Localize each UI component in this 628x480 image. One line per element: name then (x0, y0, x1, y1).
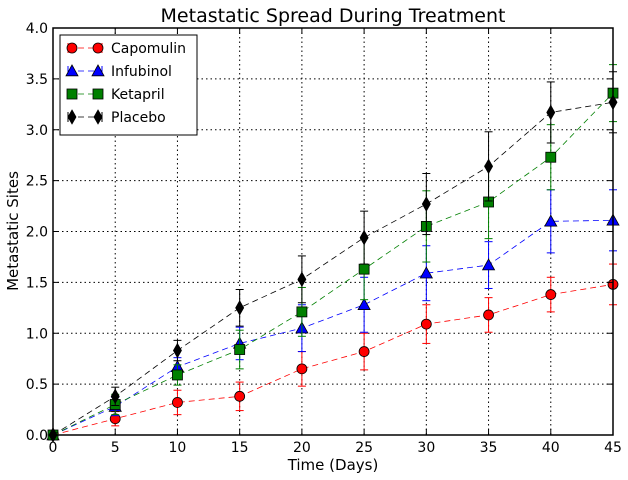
infubinol-series-line (52, 219, 614, 436)
placebo-data-point (235, 300, 245, 316)
placebo-data-point (172, 342, 182, 359)
legend-label: Infubinol (111, 64, 172, 80)
legend-marker (66, 42, 78, 54)
capomulin-data-point (172, 397, 183, 408)
infubinol-data-point (481, 258, 496, 271)
legend-marker (66, 88, 78, 100)
legend-label: Placebo (111, 110, 166, 126)
y-tick-label: 2.0 (26, 225, 48, 241)
y-tick-label: 1.5 (26, 275, 48, 291)
placebo-data-point (297, 271, 307, 288)
x-tick-label: 20 (293, 440, 311, 456)
x-tick-label: 40 (542, 440, 560, 456)
placebo-data-point (110, 388, 120, 405)
chart-title: Metastatic Spread During Treatment (161, 5, 506, 27)
placebo-data-point (546, 104, 556, 121)
legend-marker (67, 109, 77, 125)
legend-marker (93, 109, 103, 125)
x-tick-label: 5 (111, 440, 120, 456)
y-axis-label: Metastatic Sites (4, 171, 22, 291)
infubinol-data-point (357, 297, 371, 310)
x-axis-label: Time (Days) (287, 456, 379, 474)
x-tick-label: 0 (49, 440, 58, 456)
y-tick-label: 3.5 (26, 72, 48, 88)
y-tick-label: 0.0 (26, 428, 48, 444)
ketapril-data-point (545, 151, 557, 163)
infubinol-data-point (419, 266, 434, 279)
ketapril-data-point (296, 306, 308, 318)
legend-item-infubinol: Infubinol (65, 64, 172, 80)
legend-marker (92, 88, 104, 100)
y-tick-label: 0.5 (26, 377, 48, 393)
x-tick-label: 15 (231, 440, 249, 456)
placebo-series (48, 71, 618, 443)
ketapril-data-point (358, 263, 370, 275)
x-tick-label: 35 (480, 440, 498, 456)
ketapril-data-point (234, 344, 246, 355)
legend-label: Ketapril (111, 87, 165, 103)
placebo-data-point (484, 158, 494, 175)
x-tick-label: 10 (169, 440, 187, 456)
capomulin-data-point (545, 289, 557, 300)
legend-marker (91, 64, 105, 77)
legend-marker (65, 64, 79, 77)
legend-marker (92, 42, 104, 54)
x-tick-label: 30 (417, 440, 435, 456)
ketapril-data-point (172, 369, 183, 381)
y-tick-label: 4.0 (26, 21, 48, 37)
capomulin-data-point (296, 363, 308, 375)
capomulin-data-point (483, 309, 494, 321)
legend-item-ketapril: Ketapril (66, 87, 165, 103)
legend-label: Capomulin (111, 41, 186, 57)
capomulin-series-line (52, 284, 614, 436)
placebo-series-line (52, 101, 614, 436)
placebo-data-point (421, 196, 431, 212)
infubinol-data-point (544, 214, 558, 227)
x-tick-label: 25 (355, 440, 373, 456)
capomulin-data-point (234, 390, 246, 402)
axis-ticks: 0 5 10 15 20 25 30 35 40 45 0.0 0.5 1.0 1.5 2.0 2.5 3.0 3… (26, 21, 622, 456)
y-tick-label: 3.0 (26, 123, 48, 139)
y-tick-label: 1.0 (26, 326, 48, 342)
legend-box (59, 34, 198, 136)
legend-item-capomulin: Capomulin (66, 41, 186, 57)
legend: Capomulin Infubinol Ketapril Placebo (59, 34, 198, 136)
capomulin-data-point (358, 346, 370, 357)
ketapril-series-line (52, 92, 614, 436)
placebo-data-point (359, 229, 369, 246)
x-tick-label: 45 (604, 440, 622, 456)
y-tick-label: 2.5 (26, 174, 48, 190)
legend-item-placebo: Placebo (67, 109, 166, 126)
capomulin-data-point (420, 318, 432, 330)
